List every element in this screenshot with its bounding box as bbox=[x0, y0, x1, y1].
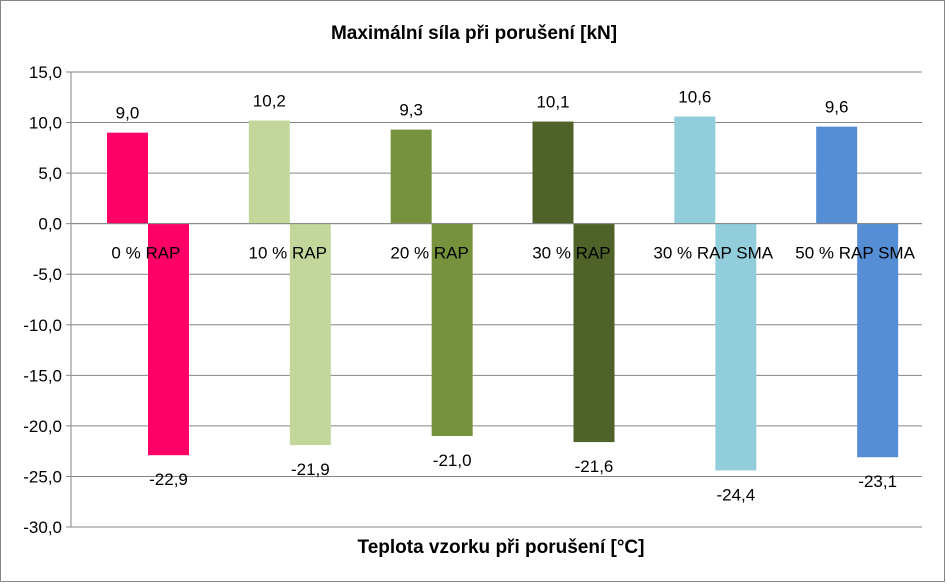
y-tick-label: 0,0 bbox=[38, 215, 62, 234]
data-label: -23,1 bbox=[858, 472, 897, 491]
axis-lines bbox=[70, 72, 922, 527]
y-tick-label: -15,0 bbox=[23, 366, 62, 385]
category-label: 30 % RAP bbox=[532, 244, 610, 263]
gridlines bbox=[71, 71, 922, 528]
bar-series-1 bbox=[532, 121, 574, 224]
bars bbox=[107, 116, 899, 471]
data-labels: 9,0 -22,9 10,2 -21,9 9,3 -21,0 10,1 -21,6 10,6 -2… bbox=[116, 87, 897, 504]
category-label: 10 % RAP bbox=[249, 244, 327, 263]
data-label: 9,6 bbox=[825, 98, 849, 117]
y-tick-label: -30,0 bbox=[23, 518, 62, 537]
y-tick-label: -25,0 bbox=[23, 467, 62, 486]
y-tick-label: -20,0 bbox=[23, 417, 62, 436]
y-tick-label: 15,0 bbox=[29, 63, 62, 82]
data-label: -21,0 bbox=[433, 451, 472, 470]
data-label: 10,6 bbox=[678, 87, 711, 106]
data-label: -21,6 bbox=[575, 457, 614, 476]
bar-series-2 bbox=[715, 223, 757, 471]
category-label: 20 % RAP bbox=[390, 244, 468, 263]
bar-series-2 bbox=[431, 223, 473, 436]
category-labels: 0 % RAP 10 % RAP 20 % RAP 30 % RAP 30 % RAP … bbox=[111, 244, 915, 263]
bar-series-2 bbox=[573, 223, 615, 443]
data-label: -24,4 bbox=[716, 485, 755, 504]
x-axis-title: Teplota vzorku při porušení [°C] bbox=[358, 537, 645, 558]
bar-series-1 bbox=[248, 120, 290, 224]
data-label: 9,0 bbox=[116, 104, 140, 123]
category-label: 50 % RAP SMA bbox=[795, 244, 915, 263]
bar-series-1 bbox=[107, 132, 148, 224]
y-tick-label: -10,0 bbox=[23, 316, 62, 335]
y-tick-label: 10,0 bbox=[29, 114, 62, 133]
y-axis-ticks: 15,0 10,0 5,0 0,0 -5,0 -10,0 -15,0 -20,0 -25,0 -3… bbox=[23, 63, 71, 537]
category-label: 30 % RAP SMA bbox=[653, 244, 773, 263]
bar-series-1 bbox=[816, 126, 858, 224]
data-label: 10,2 bbox=[253, 92, 286, 111]
bar-series-1 bbox=[674, 116, 716, 224]
data-label: -22,9 bbox=[149, 470, 188, 489]
y-tick-label: 5,0 bbox=[38, 164, 62, 183]
data-label: -21,9 bbox=[291, 460, 330, 479]
chart-title: Maximální síla při porušení [kN] bbox=[331, 23, 617, 44]
bar-series-2 bbox=[289, 223, 331, 446]
bar-series-2 bbox=[857, 223, 899, 458]
y-tick-label: -5,0 bbox=[33, 265, 62, 284]
category-label: 0 % RAP bbox=[111, 244, 180, 263]
data-label: 9,3 bbox=[399, 101, 423, 120]
data-label: 10,1 bbox=[536, 93, 569, 112]
bar-series-1 bbox=[390, 129, 432, 224]
bar-series-2 bbox=[148, 223, 189, 456]
